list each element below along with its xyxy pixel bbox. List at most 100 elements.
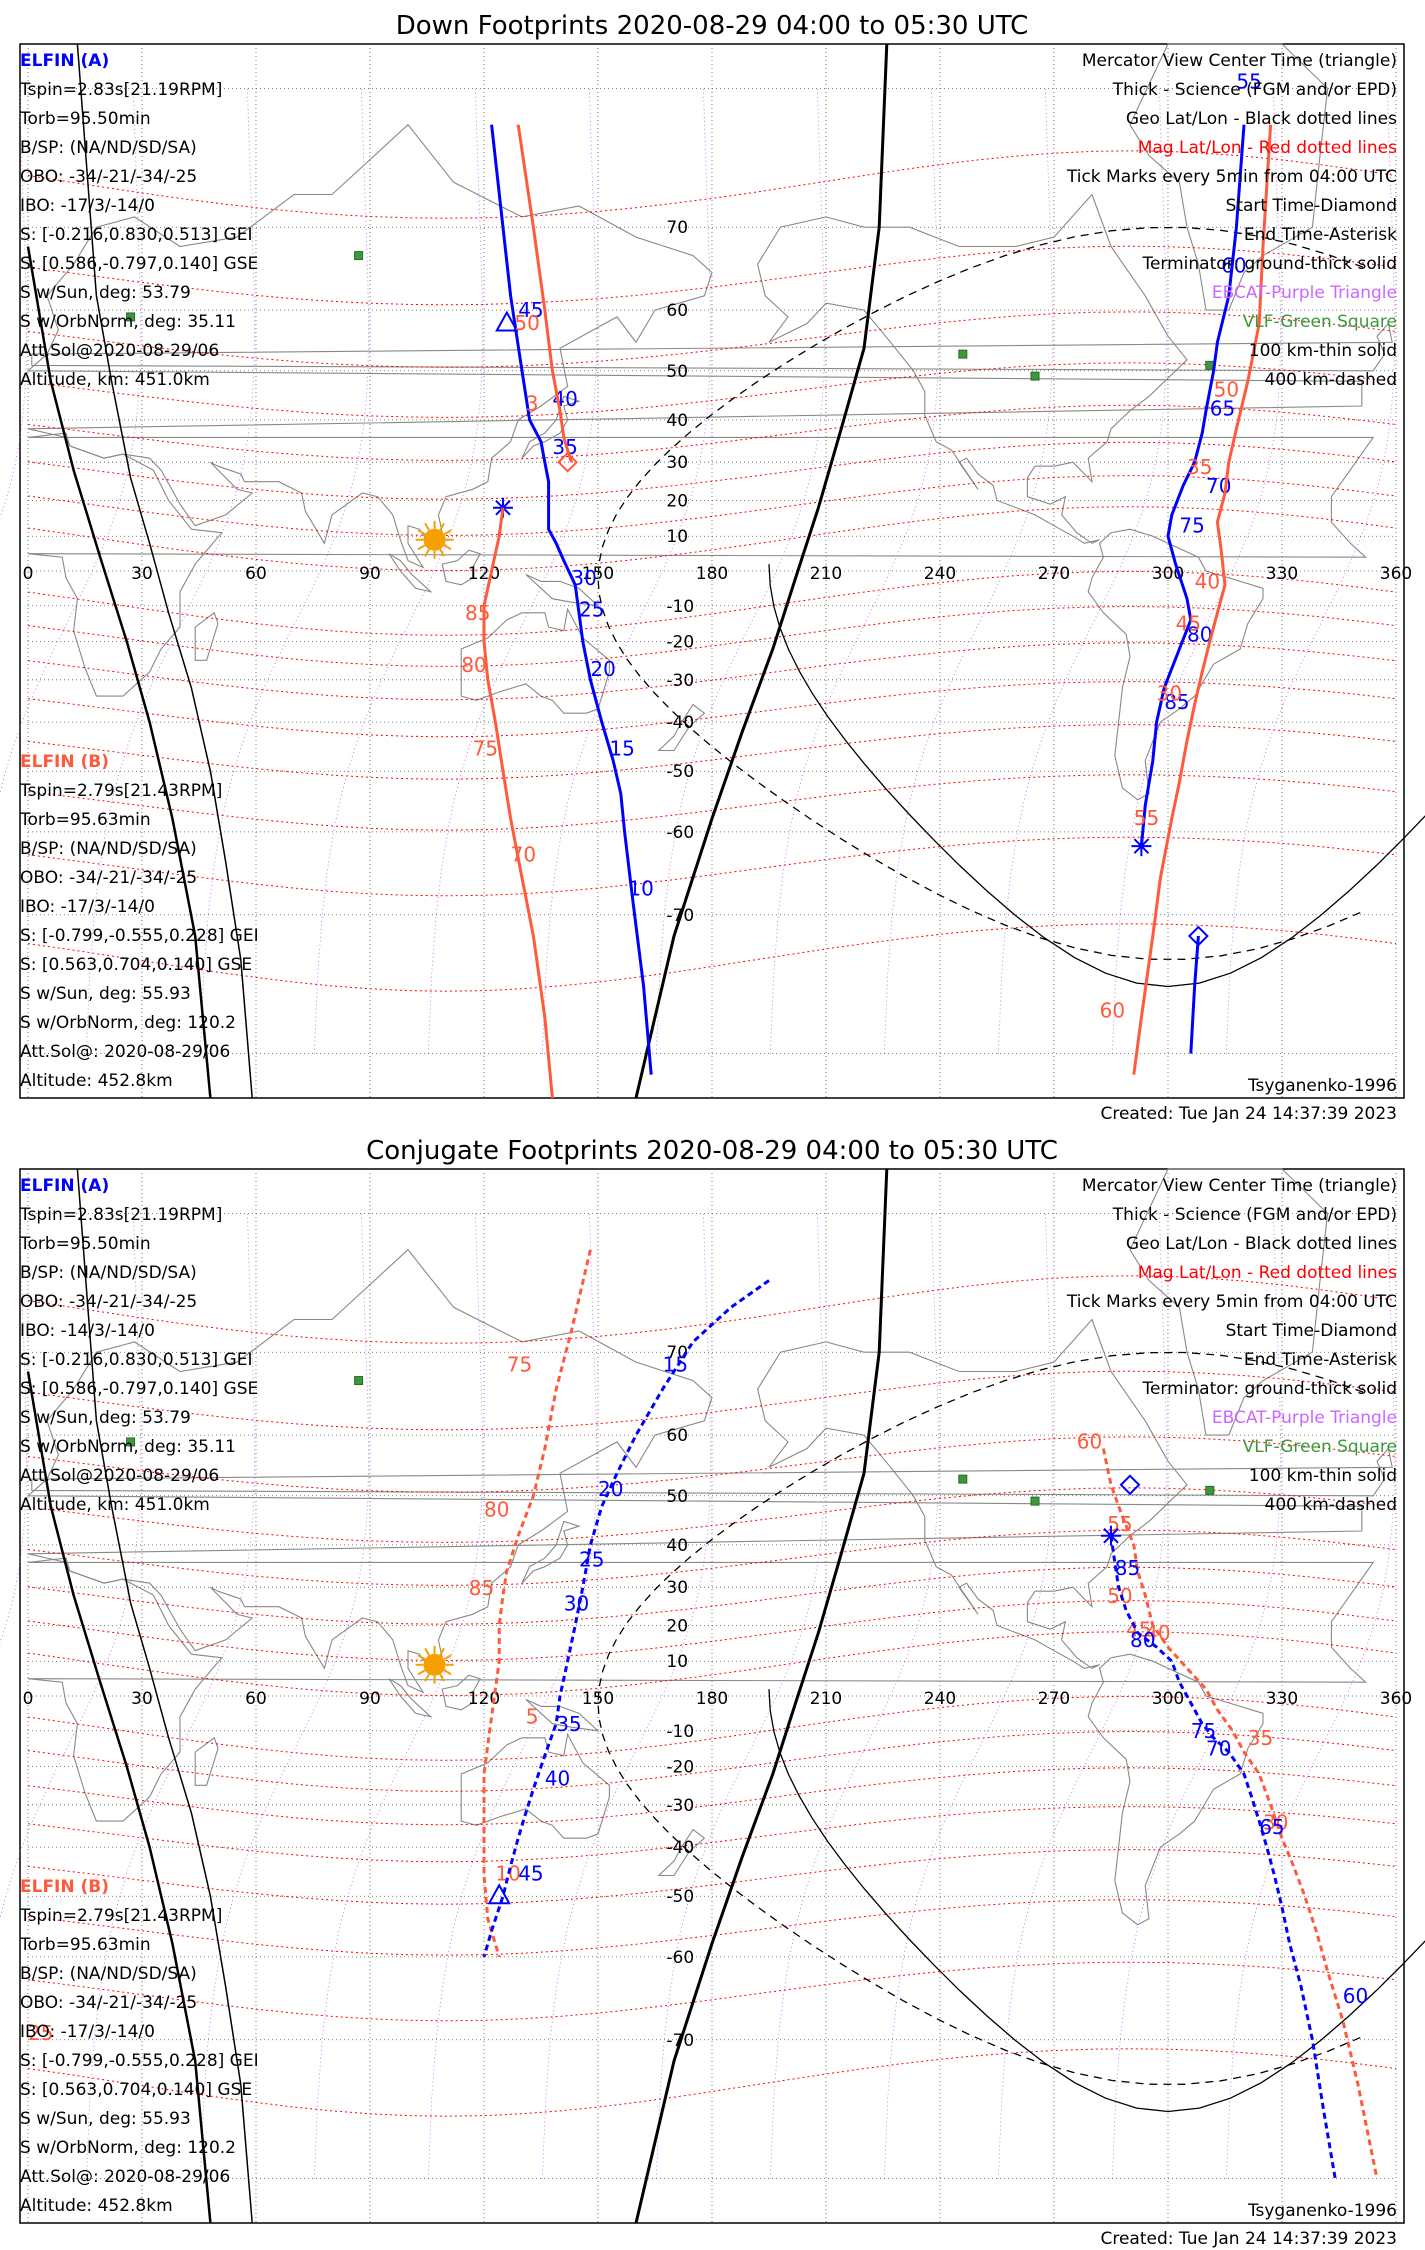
mag-lat-line <box>27 245 1397 306</box>
y-tick-label: 50 <box>666 1487 688 1507</box>
start-time-diamond <box>1119 1474 1141 1496</box>
coastlines <box>26 1168 1393 1926</box>
down-footprints-panel: Down Footprints 2020-08-29 04:00 to 05:3… <box>0 11 1425 1124</box>
legend-line: Mag Lat/Lon - Red dotted lines <box>1138 138 1397 158</box>
terminator-line <box>26 1371 212 2224</box>
x-tick-label: 330 <box>1266 1689 1298 1709</box>
y-tick-label: -10 <box>666 1722 694 1742</box>
elfin-a-info-line: S: [0.586,-0.797,0.140] GSE <box>20 1379 258 1399</box>
coastline <box>27 432 1375 697</box>
legend-line: Tick Marks every 5min from 04:00 UTC <box>1066 1292 1397 1312</box>
coastline <box>26 1248 1363 1694</box>
elfin-b-info-line: OBO: -34/-21/-34/-25 <box>20 868 197 888</box>
y-tick-label: 50 <box>666 362 688 382</box>
legend-line: Mag Lat/Lon - Red dotted lines <box>1138 1263 1397 1283</box>
footprint-track <box>482 1279 770 1958</box>
elfin-b-label: ELFIN (B) <box>20 752 109 772</box>
mag-lat-line <box>27 1487 1397 1543</box>
coastline <box>657 703 706 752</box>
legend-line: EBCAT-Purple Triangle <box>1212 283 1397 303</box>
y-tick-label: 20 <box>666 1616 688 1636</box>
asterisk-stroke <box>1103 1527 1119 1544</box>
elfin-b-info-line: Tspin=2.79s[21.43RPM] <box>19 1906 222 1926</box>
track-time-label: 75 <box>473 737 498 761</box>
terminator-line <box>76 1168 253 2224</box>
mag-lat-line <box>27 1566 1397 1625</box>
elfin-b-info-line: OBO: -34/-21/-34/-25 <box>20 1993 197 2013</box>
x-tick-label: 150 <box>582 564 614 584</box>
track-time-label: 85 <box>465 601 490 625</box>
track-time-label: 60 <box>1221 254 1246 278</box>
x-tick-label: 240 <box>924 564 956 584</box>
geo-grid <box>27 1169 1397 2223</box>
track-time-label: 30 <box>564 1591 589 1615</box>
sun-disk <box>423 528 446 551</box>
coastline <box>31 322 1393 372</box>
mag-grid <box>0 88 1397 1054</box>
mag-lat-line <box>27 1767 1397 1826</box>
x-tick-label: 210 <box>810 564 842 584</box>
mag-lat-line <box>27 724 1397 780</box>
vlf-square <box>126 312 136 322</box>
created-timestamp: Created: Tue Jan 24 14:37:39 2023 <box>1100 2229 1397 2249</box>
track-time-label: 70 <box>1206 1737 1231 1761</box>
coastline <box>194 611 219 661</box>
mag-lat-line <box>27 774 1397 831</box>
terminator-line <box>634 43 889 1099</box>
elfin-a-info-line: Torb=95.50min <box>19 1234 151 1254</box>
elfin-b-info-line: IBO: -17/3/-14/0 <box>20 2022 155 2042</box>
legend-line: 400 km-dashed <box>1265 1495 1397 1515</box>
coastline <box>1129 1168 1329 1436</box>
elfin-b-info-line: Att.Sol@: 2020-08-29/06 <box>20 2167 230 2187</box>
chart-title: Down Footprints 2020-08-29 04:00 to 05:3… <box>396 11 1029 41</box>
vlf-square <box>1030 1496 1040 1506</box>
coastline <box>657 1828 706 1877</box>
track-time-label: 45 <box>518 298 543 322</box>
coastline <box>441 549 482 586</box>
legend-line: VLF-Green Square <box>1243 312 1397 332</box>
sun-ray <box>443 1669 452 1676</box>
elfin-a-label: ELFIN (A) <box>20 51 109 71</box>
boundary-400km <box>597 1351 1364 2085</box>
sun-ray <box>424 548 430 557</box>
sun-ray <box>417 1669 426 1676</box>
mag-lat-line <box>27 1370 1397 1431</box>
y-tick-label: -10 <box>666 597 694 617</box>
track-time-label: 35 <box>556 1712 581 1736</box>
chart-title: Conjugate Footprints 2020-08-29 04:00 to… <box>366 1136 1058 1166</box>
x-tick-label: 120 <box>468 1689 500 1709</box>
y-tick-label: 70 <box>666 1343 688 1363</box>
track-time-label: 45 <box>1126 1617 1151 1641</box>
coastline <box>1087 1653 1264 1926</box>
sun-ray <box>417 544 426 551</box>
sun-ray <box>439 522 445 531</box>
vlf-square <box>126 1437 136 1447</box>
start-time-diamond <box>557 451 579 473</box>
legend: Mercator View Center Time (triangle) Thic… <box>1066 51 1397 390</box>
elfin-b-info-line: S w/Sun, deg: 55.93 <box>20 2109 191 2129</box>
x-tick-label: 270 <box>1038 564 1070 584</box>
elfin-a-info-line: S w/Sun, deg: 53.79 <box>20 283 191 303</box>
legend-line: 100 km-thin solid <box>1249 1466 1397 1486</box>
footprint-track <box>482 507 554 1099</box>
track-time-label: 80 <box>484 1497 509 1521</box>
y-tick-label: -60 <box>666 823 694 843</box>
track-time-label: 85 <box>1164 690 1189 714</box>
elfin-a-label: ELFIN (A) <box>20 1176 109 1196</box>
legend-line: Start Time-Diamond <box>1226 1321 1397 1341</box>
track-time-label: 40 <box>545 1766 570 1790</box>
sun-disk <box>423 1653 446 1676</box>
elfin-b-info-line: IBO: -17/3/-14/0 <box>20 897 155 917</box>
mag-lat-line <box>27 1806 1397 1863</box>
center-time-triangle <box>487 1883 511 1905</box>
x-tick-label: 240 <box>924 1689 956 1709</box>
mag-lat-line <box>27 441 1397 500</box>
mag-lat-line <box>27 2048 1397 2117</box>
elfin-a-info-line: S: [0.586,-0.797,0.140] GSE <box>20 254 258 274</box>
sun-ray <box>443 544 452 551</box>
elfin-a-info-line: Att.Sol@2020-08-29/06 <box>20 1466 219 1486</box>
legend-line: Terminator: ground-thick solid <box>1141 1379 1397 1399</box>
y-tick-label: -30 <box>666 1796 694 1816</box>
created-timestamp: Created: Tue Jan 24 14:37:39 2023 <box>1100 1104 1397 1124</box>
x-tick-label: 30 <box>131 564 153 584</box>
